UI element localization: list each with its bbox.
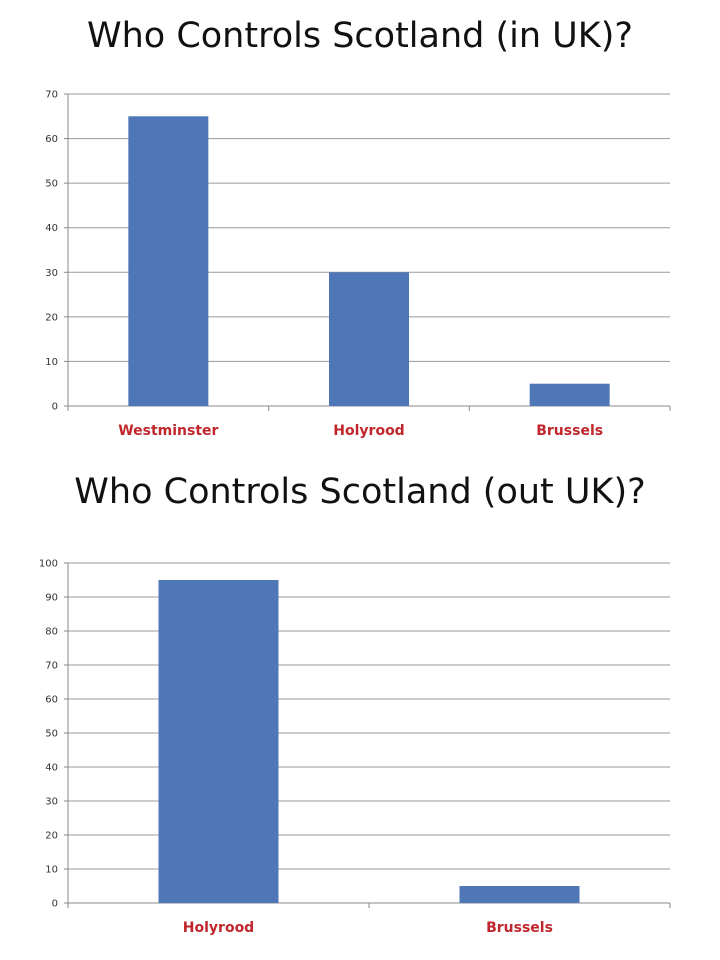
chart-1-y-tick-label: 0 (52, 402, 58, 413)
chart-1-bar-westminster (128, 116, 209, 407)
chart-1-category-label: Holyrood (333, 423, 404, 439)
chart-1-y-tick-label: 60 (45, 134, 58, 145)
chart-1-y-tick-label: 20 (45, 312, 58, 323)
chart-1-category-label: Westminster (118, 423, 218, 439)
chart-1-bar-holyrood (329, 272, 409, 406)
chart-2-y-tick-label: 0 (52, 899, 58, 910)
chart-2-y-tick-label: 20 (45, 831, 58, 842)
chart-2-y-tick-label: 50 (45, 729, 58, 740)
chart-2-y-tick-label: 40 (45, 763, 58, 774)
chart-2-y-tick-label: 60 (45, 695, 58, 706)
chart-1-category-label: Brussels (536, 423, 603, 439)
chart-2-y-tick-label: 90 (45, 593, 58, 604)
chart-1-y-tick-label: 10 (45, 357, 58, 368)
chart-1-bar-brussels (529, 383, 610, 406)
chart-1-y-tick-label: 50 (45, 179, 58, 190)
chart-1-title: Who Controls Scotland (in UK)? (87, 16, 633, 56)
chart-1-y-tick-label: 40 (45, 223, 58, 234)
chart-2-category-label: Brussels (486, 920, 553, 936)
chart-1-plot: 0 10 20 30 40 50 60 70 Westminster Holyrood Brusse… (45, 90, 671, 439)
chart-2-y-tick-label: 70 (45, 661, 58, 672)
chart-2-y-tick-label: 10 (45, 865, 58, 876)
chart-2-bar-brussels (459, 886, 580, 903)
chart-2-y-tick-label: 30 (45, 797, 58, 808)
chart-1-y-tick-label: 70 (45, 90, 58, 101)
chart-2-title: Who Controls Scotland (out UK)? (74, 472, 646, 512)
chart-1-y-tick-label: 30 (45, 268, 58, 279)
chart-2-category-label: Holyrood (183, 920, 254, 936)
chart-2-plot: 0 10 20 30 40 50 60 70 80 90 100 Holyrood Brussels (39, 559, 671, 936)
chart-2-y-tick-label: 80 (45, 627, 58, 638)
chart-2-bar-holyrood (158, 580, 279, 903)
chart-2-y-tick-label: 100 (39, 559, 58, 570)
